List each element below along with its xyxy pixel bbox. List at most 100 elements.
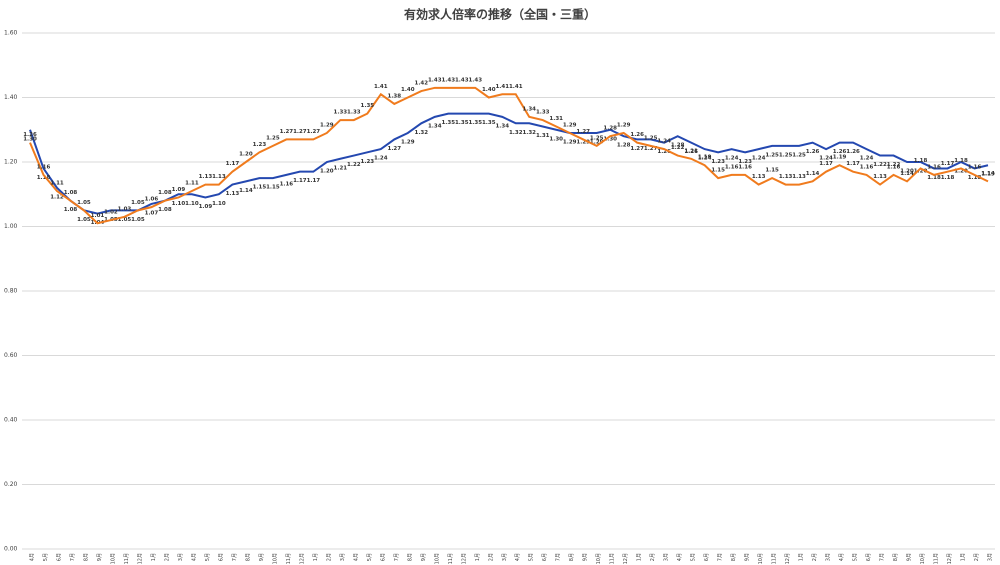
data-label: 1.07 — [145, 210, 159, 216]
data-label: 1.13 — [212, 174, 226, 180]
x-tick-label: 4月 — [839, 553, 845, 561]
data-label: 1.25 — [792, 152, 806, 158]
y-tick-label: 1.40 — [4, 94, 18, 101]
data-label: 1.14 — [900, 171, 914, 177]
data-label: 1.20 — [954, 169, 968, 175]
data-label: 1.29 — [617, 122, 631, 128]
series-line — [29, 112, 989, 215]
x-tick-label: 7月 — [880, 553, 886, 561]
data-label: 1.08 — [64, 207, 78, 213]
data-label: 1.41 — [495, 84, 509, 90]
x-tick-label: 1月 — [961, 553, 967, 561]
data-label: 1.16 — [280, 181, 294, 187]
data-label: 1.18 — [927, 175, 941, 181]
x-tick-label: 8月 — [569, 553, 575, 561]
data-label: 1.22 — [347, 162, 361, 168]
data-label: 1.19 — [698, 155, 712, 161]
x-tick-label: 10月 — [920, 553, 926, 564]
data-label: 1.38 — [388, 93, 402, 99]
data-label: 1.14 — [806, 171, 820, 177]
x-tick-label: 5月 — [205, 553, 211, 561]
x-tick-label: 7月 — [232, 553, 238, 561]
data-label: 1.23 — [738, 159, 752, 165]
x-tick-label: 5月 — [529, 553, 535, 561]
data-label: 1.10 — [172, 201, 186, 207]
data-label: 1.24 — [698, 156, 712, 162]
y-tick-label: 0.60 — [4, 352, 18, 359]
data-label: 1.05 — [131, 200, 145, 206]
data-label: 1.27 — [280, 129, 294, 135]
data-label: 1.35 — [482, 120, 496, 126]
data-label: 1.23 — [711, 159, 725, 165]
data-label: 1.15 — [711, 168, 725, 174]
data-label: 1.41 — [509, 84, 523, 90]
data-label: 1.30 — [603, 136, 617, 142]
x-tick-label: 10月 — [434, 553, 440, 564]
data-label: 1.15 — [765, 168, 779, 174]
data-label: 1.29 — [576, 139, 590, 145]
data-label: 1.17 — [293, 178, 307, 184]
data-label: 1.26 — [833, 149, 847, 155]
data-label: 1.24 — [657, 139, 671, 145]
x-tick-label: 12月 — [785, 553, 791, 564]
data-label: 1.29 — [590, 139, 604, 145]
x-tick-label: 6月 — [542, 553, 548, 561]
x-tick-label: 6月 — [56, 553, 62, 561]
data-label: 1.26 — [657, 149, 671, 155]
data-label: 1.33 — [347, 110, 361, 116]
data-label: 1.13 — [779, 174, 793, 180]
data-label: 1.42 — [415, 81, 429, 87]
data-label: 1.25 — [779, 152, 793, 158]
data-label: 1.10 — [185, 201, 199, 207]
data-label: 1.34 — [428, 123, 442, 129]
x-tick-label: 3月 — [988, 553, 994, 561]
x-tick-label: 5月 — [853, 553, 859, 561]
x-tick-label: 12月 — [137, 553, 143, 564]
data-label: 1.10 — [212, 201, 226, 207]
data-label: 1.25 — [266, 135, 280, 141]
x-tick-label: 11月 — [448, 553, 454, 564]
x-tick-label: 5月 — [691, 553, 697, 561]
x-tick-label: 3月 — [340, 553, 346, 561]
x-tick-label: 3月 — [178, 553, 184, 561]
x-tick-label: 8月 — [83, 553, 89, 561]
data-label: 1.20 — [320, 169, 334, 175]
x-tick-label: 1月 — [151, 553, 157, 561]
data-label: 1.17 — [307, 178, 321, 184]
data-label: 1.27 — [307, 129, 321, 135]
x-tick-label: 5月 — [367, 553, 373, 561]
y-tick-label: 0.40 — [4, 417, 18, 424]
data-label: 1.27 — [388, 146, 402, 152]
data-label: 1.28 — [603, 126, 617, 132]
data-label: 1.31 — [536, 133, 550, 139]
data-label: 1.30 — [23, 136, 37, 142]
data-label: 1.33 — [536, 110, 550, 116]
data-label: 1.40 — [482, 87, 496, 93]
x-tick-label: 4月 — [191, 553, 197, 561]
x-tick-label: 11月 — [610, 553, 616, 564]
data-label: 1.27 — [576, 129, 590, 135]
x-tick-label: 9月 — [259, 553, 265, 561]
x-tick-label: 9月 — [745, 553, 751, 561]
y-tick-label: 1.00 — [4, 223, 18, 230]
data-label: 1.23 — [253, 142, 267, 148]
data-label: 1.43 — [455, 77, 469, 83]
data-label: 1.16 — [968, 164, 982, 170]
x-tick-label: 11月 — [772, 553, 778, 564]
x-tick-label: 6月 — [380, 553, 386, 561]
data-label: 1.32 — [509, 130, 523, 136]
data-label: 1.05 — [77, 200, 91, 206]
x-tick-label: 12月 — [299, 553, 305, 564]
x-tick-label: 6月 — [218, 553, 224, 561]
data-label: 1.13 — [792, 174, 806, 180]
x-tick-label: 10月 — [596, 553, 602, 564]
x-tick-label: 9月 — [97, 553, 103, 561]
data-label: 1.26 — [806, 149, 820, 155]
data-label: 1.15 — [266, 185, 280, 191]
x-tick-label: 1月 — [475, 553, 481, 561]
data-label: 1.18 — [941, 175, 955, 181]
data-label: 1.35 — [455, 120, 469, 126]
data-label: 1.08 — [158, 207, 172, 213]
data-label: 1.14 — [981, 171, 995, 177]
x-tick-label: 10月 — [758, 553, 764, 564]
